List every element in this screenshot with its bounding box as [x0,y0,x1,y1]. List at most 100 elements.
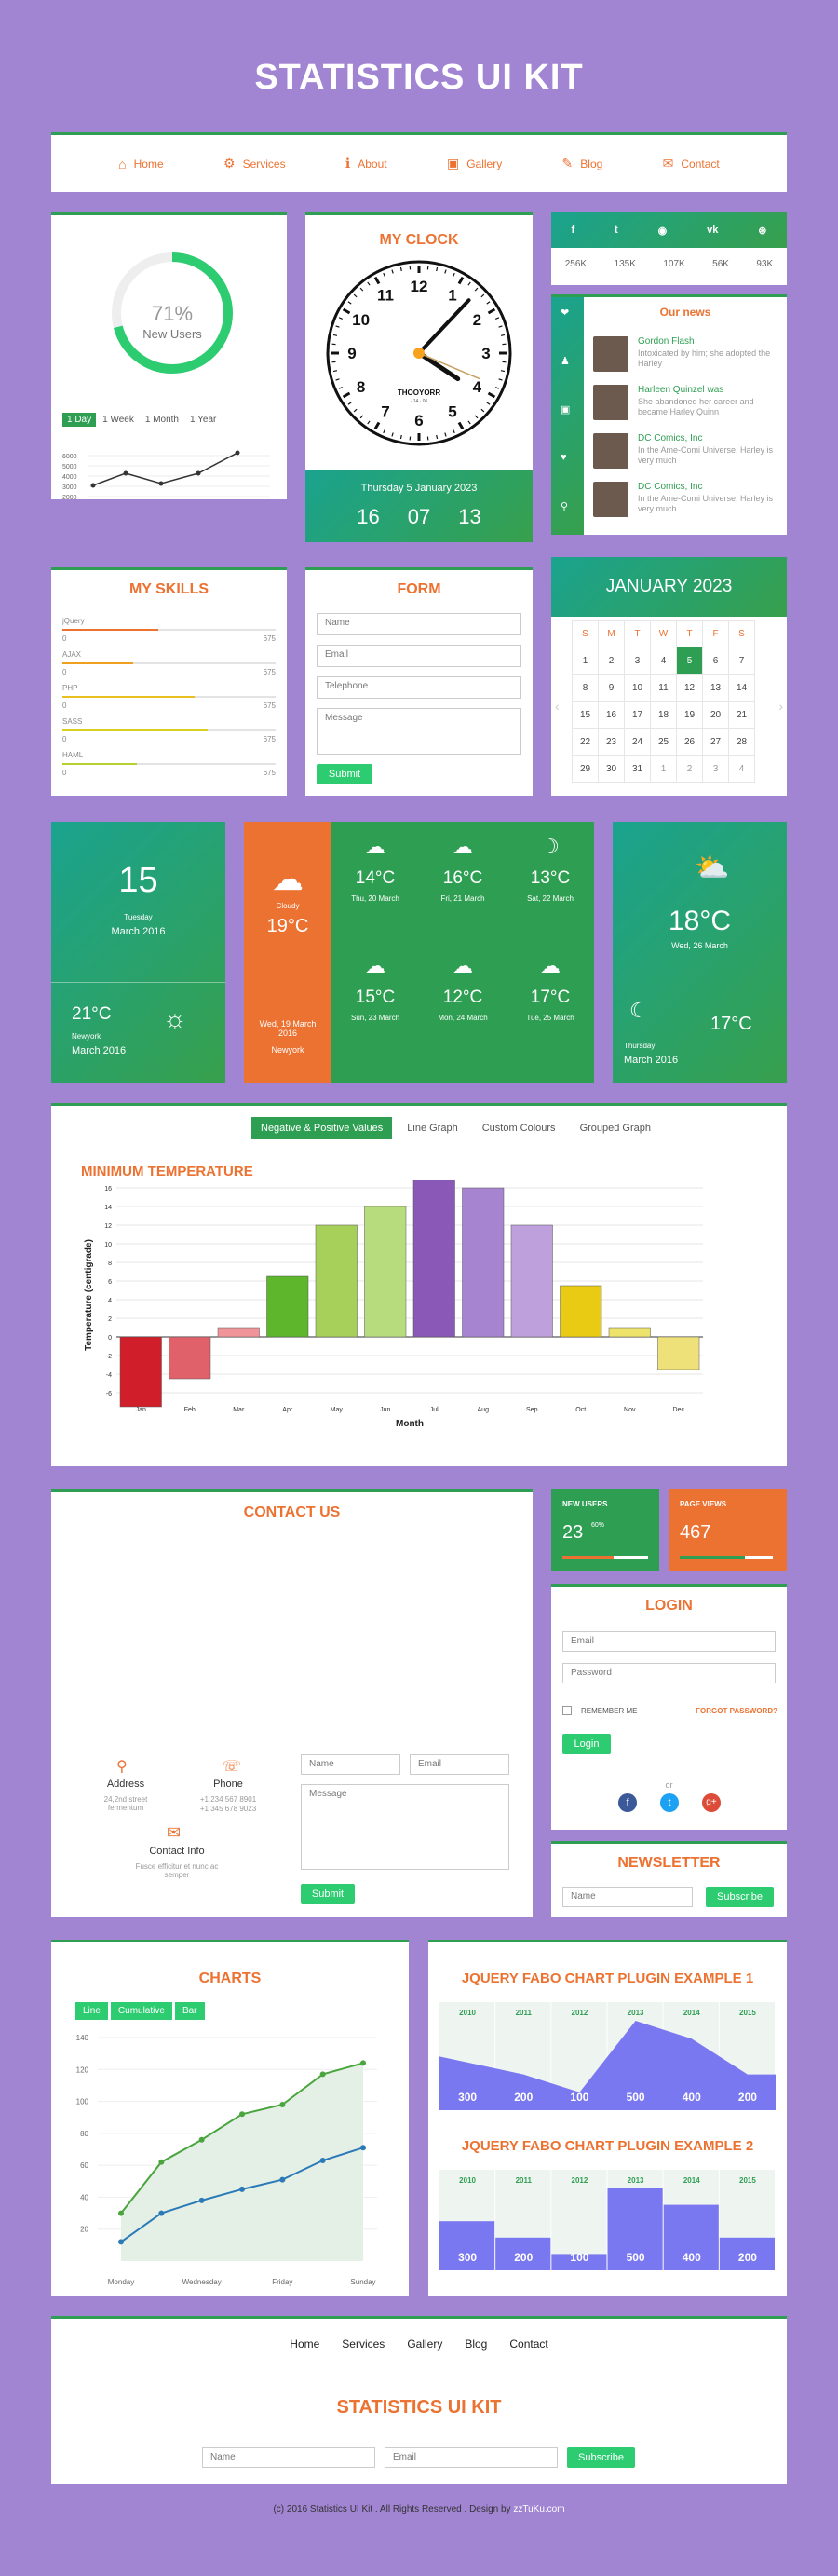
bar-nov[interactable] [608,1327,651,1338]
nav-services[interactable]: ⚙ Services [223,156,286,171]
contact-message-input[interactable]: Message [301,1784,509,1870]
calendar-day[interactable]: 16 [598,701,625,729]
series-1-point[interactable] [279,2102,286,2107]
series-1-point[interactable] [360,2060,366,2066]
news-item[interactable]: Harleen Quinzel was She abandoned her car… [593,383,779,424]
line-chart-tab[interactable]: Cumulative [110,2002,172,2020]
users-tab[interactable]: 1 Day [62,413,97,427]
designer-link[interactable]: zzTuKu.com [513,2504,565,2515]
calendar-day[interactable]: 3 [624,647,651,675]
calendar-today[interactable]: 5 [676,647,703,675]
calendar-day[interactable]: 7 [728,647,755,675]
form-submit-button[interactable]: Submit [317,764,372,784]
calendar-day[interactable]: 30 [598,755,625,783]
calendar-day[interactable]: 4 [650,647,677,675]
calendar-day[interactable]: 26 [676,728,703,756]
dribbble-icon[interactable]: ⊛ [758,225,767,237]
calendar-day[interactable]: 2 [598,647,625,675]
news-item[interactable]: Gordon Flash Intoxicated by him; she adop… [593,334,779,375]
series-2-point[interactable] [118,2239,124,2245]
series-1-point[interactable] [198,2136,205,2143]
rss-icon[interactable]: ◉ [657,225,668,237]
bar-dec[interactable] [657,1336,700,1370]
calendar-day[interactable]: 10 [624,674,651,702]
nav-about[interactable]: ℹ About [345,156,387,171]
calendar-day[interactable]: 1 [572,647,599,675]
fabo-bar[interactable] [607,2188,663,2270]
calendar-day[interactable]: 3 [702,755,729,783]
bar-jul[interactable] [412,1180,455,1338]
calendar-day[interactable]: 12 [676,674,703,702]
contact-submit-button[interactable]: Submit [301,1884,355,1904]
users-tab[interactable]: 1 Year [190,415,217,425]
calendar-day[interactable]: 15 [572,701,599,729]
nav-contact[interactable]: ✉ Contact [663,156,720,171]
bar-feb[interactable] [169,1336,211,1380]
bar-apr[interactable] [266,1275,309,1338]
form-name-input[interactable]: Name [317,613,521,635]
calendar-day[interactable]: 29 [572,755,599,783]
heart-icon[interactable]: ❤ [561,307,570,319]
twitter-icon[interactable]: t [615,225,618,236]
calendar-next-icon[interactable]: › [778,699,783,714]
contact-name-input[interactable]: Name [301,1754,400,1775]
user-icon[interactable]: ♟ [561,356,570,367]
contact-email-input[interactable]: Email [410,1754,509,1775]
nav-gallery[interactable]: ▣ Gallery [447,156,502,171]
chart-tab[interactable]: Line Graph [407,1123,458,1134]
footer-email-input[interactable]: Email [385,2447,558,2468]
chart-tab[interactable]: Grouped Graph [579,1123,651,1134]
calendar-day[interactable]: 25 [650,728,677,756]
users-tab[interactable]: 1 Week [102,415,134,425]
footer-link-home[interactable]: Home [290,2337,320,2351]
bar-aug[interactable] [462,1187,505,1338]
series-2-point[interactable] [319,2158,326,2163]
bar-oct[interactable] [560,1285,602,1338]
form-message-input[interactable]: Message [317,708,521,755]
calendar-day[interactable]: 20 [702,701,729,729]
footer-name-input[interactable]: Name [202,2447,375,2468]
newsletter-subscribe-button[interactable]: Subscribe [706,1887,774,1907]
fabo-bar[interactable] [551,2254,607,2270]
calendar-day[interactable]: 8 [572,674,599,702]
series-1-point[interactable] [319,2071,326,2078]
calendar-day[interactable]: 19 [676,701,703,729]
nav-blog[interactable]: ✎ Blog [562,156,603,171]
nav-home[interactable]: ⌂ Home [118,157,163,171]
login-email-input[interactable]: Email [562,1631,776,1652]
calendar-day[interactable]: 21 [728,701,755,729]
series-1-point[interactable] [158,2159,165,2165]
calendar-day[interactable]: 13 [702,674,729,702]
chart-tab[interactable]: Custom Colours [481,1123,556,1134]
calendar-day[interactable]: 2 [676,755,703,783]
forgot-password-link[interactable]: FORGOT PASSWORD? [696,1707,777,1715]
series-1-point[interactable] [118,2210,124,2216]
series-2-point[interactable] [360,2145,366,2151]
calendar-day[interactable]: 17 [624,701,651,729]
calendar-day[interactable]: 11 [650,674,677,702]
facebook-icon[interactable]: f [571,225,575,236]
calendar-day[interactable]: 28 [728,728,755,756]
bar-may[interactable] [315,1224,358,1338]
like-icon[interactable]: ♥ [561,452,567,463]
calendar-day[interactable]: 22 [572,728,599,756]
footer-link-blog[interactable]: Blog [465,2337,488,2351]
footer-link-contact[interactable]: Contact [509,2337,548,2351]
login-button[interactable]: Login [562,1734,611,1754]
google-plus-login-icon[interactable]: g+ [702,1793,721,1812]
calendar-day[interactable]: 27 [702,728,729,756]
footer-subscribe-button[interactable]: Subscribe [567,2447,635,2468]
remember-checkbox[interactable] [562,1706,572,1715]
calendar-day[interactable]: 9 [598,674,625,702]
vk-icon[interactable]: vk [707,225,719,236]
footer-link-services[interactable]: Services [342,2337,385,2351]
newsletter-name-input[interactable]: Name [562,1887,693,1907]
series-2-point[interactable] [158,2210,165,2216]
camera-icon[interactable]: ▣ [561,404,571,416]
calendar-prev-icon[interactable]: ‹ [555,699,560,714]
calendar-day[interactable]: 14 [728,674,755,702]
news-item[interactable]: DC Comics, Inc In the Ame-Comi Universe, … [593,480,779,521]
login-password-input[interactable]: Password [562,1663,776,1683]
series-1-point[interactable] [239,2111,245,2118]
fabo-bar[interactable] [495,2237,551,2270]
